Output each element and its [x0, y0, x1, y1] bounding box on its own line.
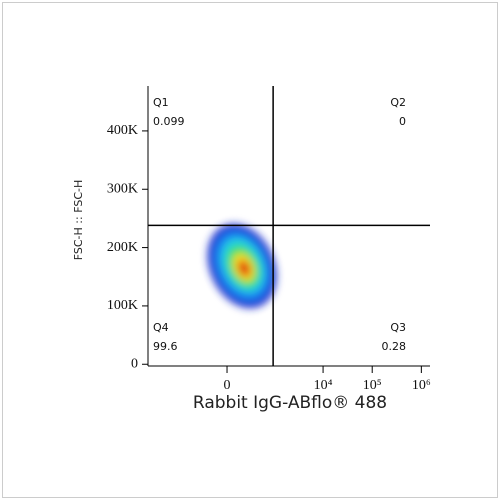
y-tick-label: 300K	[107, 181, 138, 196]
quadrant-name: Q4	[153, 321, 169, 334]
y-tick-label: 200K	[107, 240, 138, 255]
quadrant-name: Q3	[390, 321, 406, 334]
density-cloud	[207, 223, 277, 309]
x-tick-label: 10⁵	[363, 378, 382, 393]
y-tick-label: 400K	[107, 123, 138, 138]
quadrant-value: 99.6	[153, 340, 178, 353]
y-tick-label: 0	[131, 356, 138, 371]
x-tick-label: 10⁶	[412, 378, 431, 393]
quadrant-value: 0.28	[382, 340, 407, 353]
quadrant-value: 0.099	[153, 115, 185, 128]
quadrant-name: Q1	[153, 96, 169, 109]
x-tick-label: 10⁴	[314, 378, 333, 393]
y-tick-label: 100K	[107, 298, 138, 313]
quadrant-name: Q2	[390, 96, 406, 109]
quadrant-value: 0	[399, 115, 406, 128]
x-axis-title: Rabbit IgG-ABflo® 488	[193, 393, 387, 413]
x-tick-label: 0	[224, 378, 231, 393]
y-axis-title: FSC-H :: FSC-H	[72, 180, 85, 260]
